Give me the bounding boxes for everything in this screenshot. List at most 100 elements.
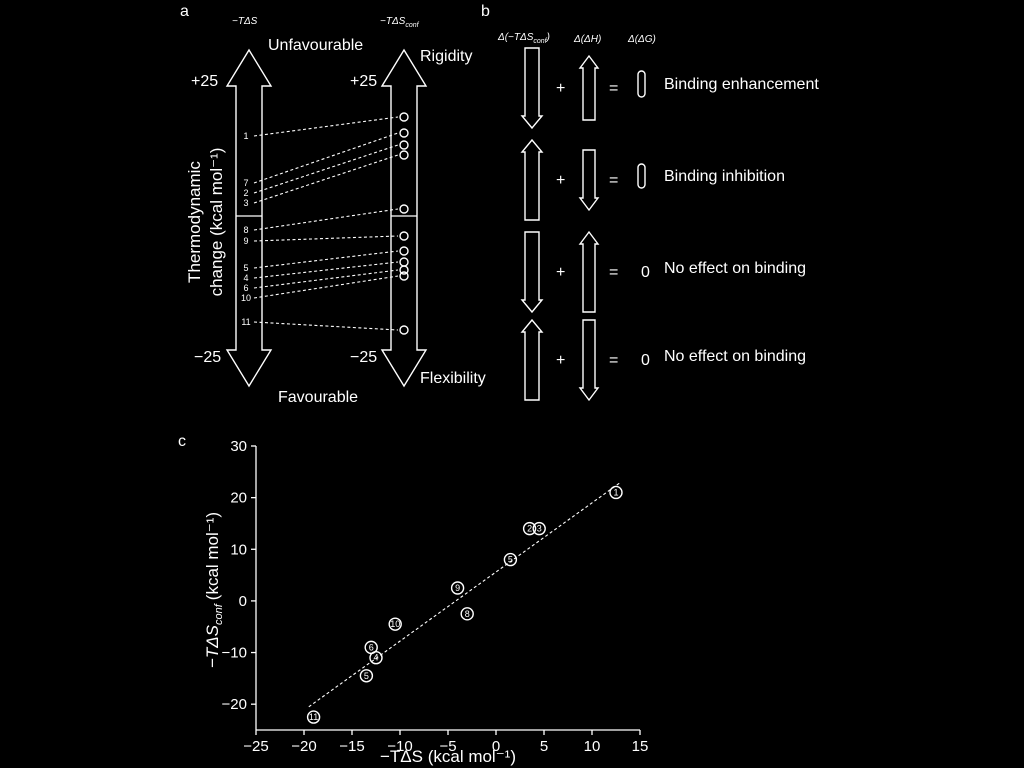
data-point-5	[503, 552, 518, 567]
rigidity-label: Rigidity	[420, 48, 472, 65]
data-point-label: 5	[364, 671, 369, 681]
connector-line-8	[253, 208, 399, 231]
left-point-label: 9	[243, 236, 248, 246]
data-point-9	[450, 581, 465, 595]
left-point-label: 6	[243, 283, 248, 293]
y-tick-label: 10	[230, 541, 247, 558]
b-row4-result-text: No effect on binding	[664, 348, 806, 365]
y-tick-label: 20	[230, 490, 247, 507]
left-point-label: 3	[243, 198, 248, 208]
b-col2-header: Δ(ΔH)	[573, 34, 601, 45]
svg-text:change (kcal mol⁻¹): change (kcal mol⁻¹)	[207, 148, 226, 297]
right-point-marker	[399, 325, 409, 335]
b-row3-plus: +	[556, 264, 565, 281]
left-point-label: 4	[243, 273, 248, 283]
right-point-marker	[399, 112, 409, 122]
data-point-label: 9	[455, 583, 460, 593]
data-point-11	[306, 710, 321, 724]
x-tick-label: 15	[632, 738, 649, 755]
data-point-4	[369, 651, 383, 665]
left-point-label: 8	[243, 225, 248, 235]
data-point-label: 5	[508, 555, 513, 565]
b-row3-conf-entropy-arrow	[520, 231, 544, 314]
b-row2-result-marker	[637, 163, 646, 189]
b-row1-enthalpy-arrow	[578, 54, 600, 121]
favourable-label: Favourable	[278, 389, 358, 406]
connector-line-1	[253, 116, 399, 137]
connector-line-4	[253, 261, 399, 279]
right-point-marker	[399, 265, 409, 275]
x-tick-label: −5	[439, 738, 456, 755]
b-col3-header: Δ(ΔG)	[627, 34, 656, 45]
flexibility-label: Flexibility	[420, 370, 486, 387]
right-point-marker	[399, 257, 409, 267]
panel-b-rows: + = Binding enhancement + = Binding inhibitio…	[520, 47, 819, 402]
data-point-label: 11	[309, 712, 318, 722]
connector-line-3	[253, 154, 399, 204]
b-row2-equals: =	[609, 172, 618, 189]
data-point-5	[359, 669, 374, 683]
b-row3-equals: =	[609, 264, 618, 281]
b-row1-result-text: Binding enhancement	[664, 76, 819, 93]
panel-c-xlabel: −TΔS (kcal mol⁻¹)	[380, 747, 516, 766]
unfavourable-label: Unfavourable	[268, 37, 363, 54]
b-row3-result-text: No effect on binding	[664, 260, 806, 277]
left-point-label: 2	[243, 188, 248, 198]
left-point-label: 7	[243, 178, 248, 188]
panel-c-ylabel: −TΔSconf(kcal mol⁻¹)	[203, 512, 225, 668]
panel-label-c: c	[178, 433, 186, 450]
left-point-label: 10	[241, 293, 251, 303]
x-tick-label: 10	[584, 738, 601, 755]
b-row4-plus: +	[556, 352, 565, 369]
b-col1-header: Δ(−TΔSconf)	[497, 32, 550, 45]
data-point-label: 10	[390, 619, 400, 629]
left-point-label: 11	[241, 317, 250, 327]
b-row1-equals: =	[609, 80, 618, 97]
x-tick-label: 0	[492, 738, 500, 755]
b-row4-zero: 0	[641, 352, 650, 369]
connector-line-7	[253, 132, 399, 184]
panel-label-a: a	[180, 3, 189, 20]
connector-line-5	[253, 250, 399, 269]
b-row1-conf-entropy-arrow	[520, 47, 544, 130]
left-column-header: −TΔS	[232, 16, 258, 27]
panel-label-b: b	[481, 3, 490, 20]
b-row2-conf-entropy-arrow	[520, 138, 544, 221]
svg-text:Thermodynamic: Thermodynamic	[185, 161, 204, 283]
data-point-label: 1	[613, 487, 618, 497]
right-double-arrow	[380, 48, 428, 388]
panel-a-ylabel: Thermodynamic change (kcal mol⁻¹)	[185, 148, 226, 297]
y-tick-label: −20	[222, 696, 247, 713]
b-row2-plus: +	[556, 172, 565, 189]
left-point-label: 5	[243, 263, 248, 273]
left-plus25: +25	[191, 73, 218, 90]
connector-line-9	[253, 235, 399, 242]
connector-line-2	[253, 144, 399, 194]
left-minus25: −25	[194, 349, 221, 366]
data-point-label: 8	[465, 609, 470, 619]
x-tick-label: 5	[540, 738, 548, 755]
right-point-marker	[399, 128, 409, 138]
data-point-1	[609, 485, 623, 500]
right-point-marker	[399, 271, 409, 281]
right-point-marker	[399, 140, 409, 150]
b-row2-enthalpy-arrow	[578, 149, 600, 212]
right-point-marker	[399, 150, 409, 160]
y-tick-label: 30	[230, 438, 247, 455]
right-point-marker	[399, 231, 409, 241]
right-minus25: −25	[350, 349, 377, 366]
data-point-8	[460, 607, 474, 621]
b-row4-equals: =	[609, 352, 618, 369]
right-column-header: −TΔSconf	[380, 16, 420, 29]
x-tick-label: −20	[291, 738, 316, 755]
y-tick-label: 0	[239, 593, 247, 610]
b-row4-conf-entropy-arrow	[520, 318, 544, 401]
data-point-2	[522, 521, 537, 536]
left-double-arrow	[225, 48, 273, 388]
connector-line-6	[253, 269, 399, 289]
b-row3-enthalpy-arrow	[578, 230, 600, 313]
b-row1-result-marker	[637, 70, 646, 98]
data-point-label: 4	[373, 653, 378, 663]
